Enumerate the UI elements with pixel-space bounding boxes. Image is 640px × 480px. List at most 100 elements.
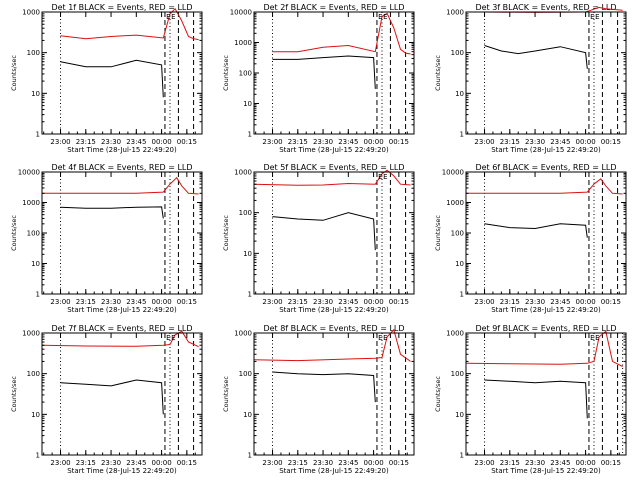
x-tick-label: 23:00 (474, 298, 494, 306)
panel-det-8: Det 8f BLACK = Events, RED = LLD Counts/s… (222, 324, 415, 475)
series-lld (253, 169, 411, 186)
y-tick-label: 1000 (446, 9, 464, 17)
x-tick-label: 00:15 (177, 298, 197, 306)
x-tick-label: 23:30 (101, 459, 121, 467)
x-tick-label: 23:30 (313, 459, 333, 467)
x-tick-label: 23:45 (126, 298, 146, 306)
series-events (484, 379, 588, 419)
x-tick-label: 23:45 (126, 459, 146, 467)
y-tick-label: 10000 (442, 169, 464, 177)
series-lld (465, 330, 623, 367)
y-tick-label: 1000 (22, 9, 40, 17)
annotation-label: E (590, 13, 594, 21)
y-tick-label: 1000 (446, 330, 464, 338)
x-tick-label: 00:00 (363, 138, 383, 146)
y-tick-label: 10000 (230, 9, 252, 17)
x-tick-label: 23:30 (525, 298, 545, 306)
y-tick-label: 1 (460, 291, 464, 299)
x-tick-label: 23:15 (288, 298, 308, 306)
y-tick-label: 1000 (446, 199, 464, 207)
annotation-label: E (590, 334, 594, 342)
annotation-label: E (383, 13, 387, 21)
annotation-label: E (378, 334, 382, 342)
y-tick-label: 100 (27, 49, 40, 57)
plot-frame (465, 332, 627, 456)
y-tick-label: 10 (455, 90, 464, 98)
series-lld (60, 7, 199, 41)
y-tick-label: 1 (36, 131, 40, 139)
y-tick-label: 100 (239, 70, 252, 78)
x-tick-label: 00:15 (601, 298, 621, 306)
y-tick-label: 10 (243, 250, 252, 258)
plot-frame (253, 171, 415, 295)
panel-det-2: Det 2f BLACK = Events, RED = LLD Counts/s… (222, 3, 415, 154)
x-tick-label: 23:45 (550, 298, 570, 306)
annotation-label: E (383, 173, 387, 181)
series-events (484, 223, 588, 238)
x-tick-label: 00:15 (177, 138, 197, 146)
plot-frame (465, 11, 627, 135)
y-tick-label: 10 (243, 100, 252, 108)
panel-title: Det 7f BLACK = Events, RED = LLD (51, 324, 192, 333)
x-tick-label: 23:00 (262, 298, 282, 306)
y-axis-label: Counts/sec (10, 55, 18, 91)
x-axis-label: Start Time (28-Jul-15 22:49:20) (279, 306, 389, 314)
panel-det-5: Det 5f BLACK = Events, RED = LLD Counts/s… (222, 163, 415, 314)
y-tick-label: 1000 (234, 169, 252, 177)
y-tick-label: 10 (455, 260, 464, 268)
y-tick-label: 10 (31, 90, 40, 98)
series-lld (42, 176, 199, 195)
series-events (272, 55, 376, 89)
x-tick-label: 23:00 (262, 459, 282, 467)
x-tick-label: 00:00 (151, 298, 171, 306)
panel-title: Det 3f BLACK = Events, RED = LLD (475, 3, 616, 12)
x-tick-label: 23:15 (500, 459, 520, 467)
series-events (60, 206, 164, 219)
annotation-label: E (166, 13, 170, 21)
y-tick-label: 1 (248, 452, 252, 460)
x-axis-label: Start Time (28-Jul-15 22:49:20) (279, 146, 389, 154)
x-axis-label: Start Time (28-Jul-15 22:49:20) (491, 146, 601, 154)
annotation-label: E (171, 13, 175, 21)
x-tick-label: 23:45 (126, 138, 146, 146)
x-tick-label: 23:00 (474, 138, 494, 146)
panel-det-4: Det 4f BLACK = Events, RED = LLD Counts/s… (10, 163, 203, 314)
x-tick-label: 23:45 (550, 138, 570, 146)
y-tick-label: 100 (27, 370, 40, 378)
panel-title: Det 6f BLACK = Events, RED = LLD (475, 163, 616, 172)
x-tick-label: 00:00 (575, 459, 595, 467)
x-tick-label: 00:15 (389, 459, 409, 467)
y-axis-label: Counts/sec (434, 376, 442, 412)
series-events (272, 371, 376, 403)
x-tick-label: 23:15 (288, 138, 308, 146)
x-tick-label: 00:00 (151, 459, 171, 467)
annotation-label: E (595, 13, 599, 21)
y-tick-label: 10 (243, 411, 252, 419)
x-tick-label: 00:15 (389, 138, 409, 146)
annotation-label: E (378, 173, 382, 181)
y-tick-label: 10 (31, 260, 40, 268)
y-tick-label: 1 (248, 131, 252, 139)
x-axis-label: Start Time (28-Jul-15 22:49:20) (279, 467, 389, 475)
x-axis-label: Start Time (28-Jul-15 22:49:20) (67, 467, 177, 475)
x-tick-label: 00:15 (389, 298, 409, 306)
y-tick-label: 100 (27, 230, 40, 238)
x-tick-label: 23:30 (313, 298, 333, 306)
y-axis-label: Counts/sec (10, 215, 18, 251)
y-axis-label: Counts/sec (434, 215, 442, 251)
series-lld (272, 12, 411, 55)
annotation-label: E (171, 334, 175, 342)
x-tick-label: 00:00 (575, 138, 595, 146)
y-tick-label: 100 (451, 49, 464, 57)
y-tick-label: 10000 (18, 169, 40, 177)
x-tick-label: 00:00 (363, 459, 383, 467)
panel-title: Det 4f BLACK = Events, RED = LLD (51, 163, 192, 172)
x-tick-label: 00:15 (601, 459, 621, 467)
x-tick-label: 23:15 (76, 298, 96, 306)
y-tick-label: 1000 (234, 39, 252, 47)
series-events (484, 45, 588, 69)
y-tick-label: 1000 (22, 330, 40, 338)
x-tick-label: 23:30 (313, 138, 333, 146)
series-lld (466, 178, 623, 195)
x-tick-label: 23:30 (525, 459, 545, 467)
